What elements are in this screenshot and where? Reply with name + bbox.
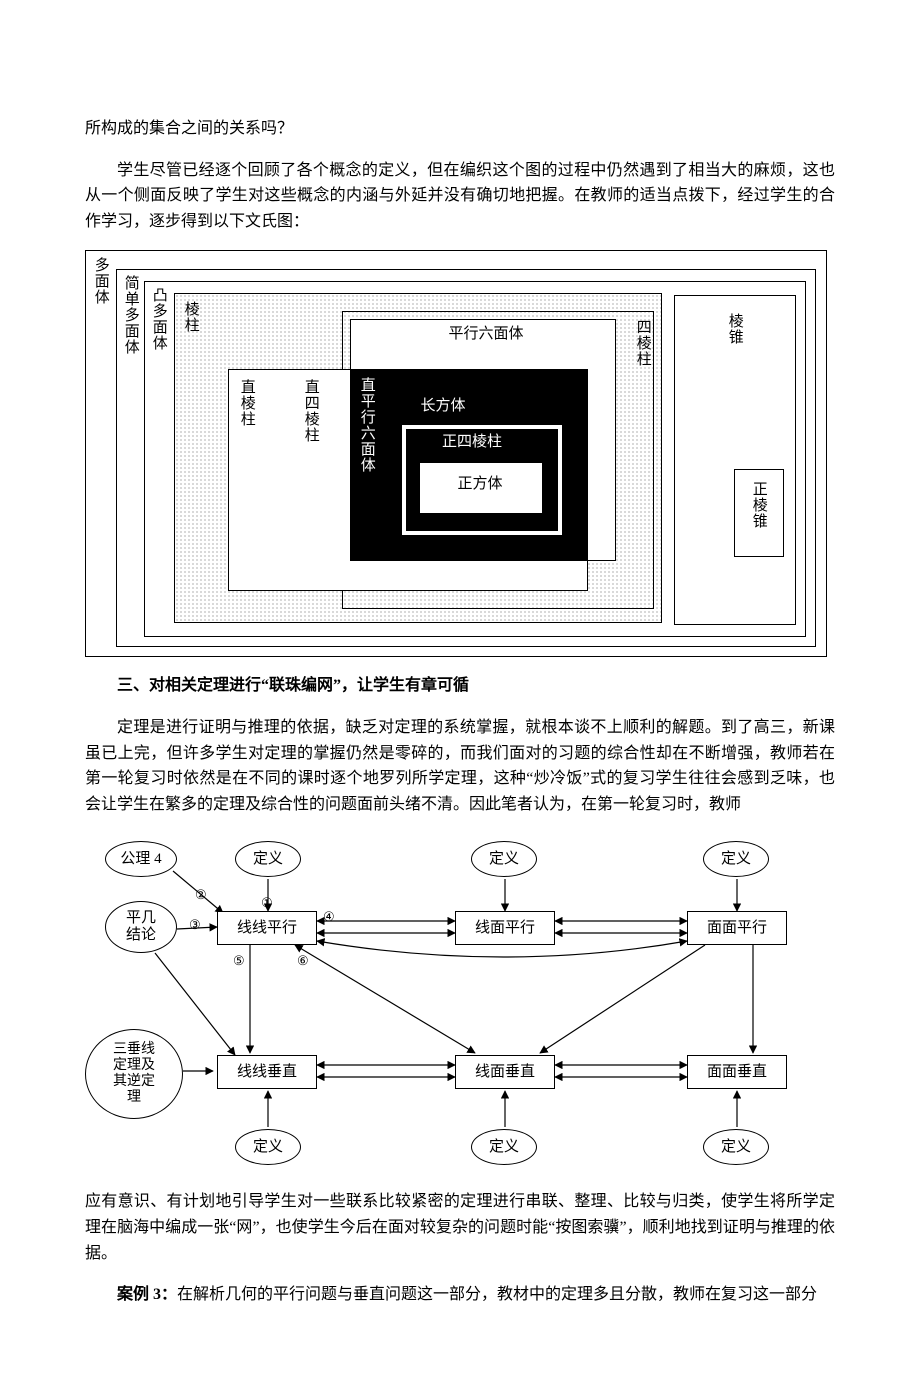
- venn-label-quad-prism: 四棱柱: [634, 319, 650, 367]
- venn-label-cube: 正方体: [430, 477, 530, 493]
- venn-label-right-quad-prism: 直四棱柱: [302, 379, 318, 443]
- node-def-3: 定义: [703, 841, 769, 877]
- venn-label-convex-polyhedron: 凸多面体: [150, 287, 166, 351]
- network-diagram: 公理 4 平几 结论 三垂线 定理及 其逆定 理 定义 定义 定义 定义 定义 …: [85, 833, 825, 1173]
- paragraph-3: 定理是进行证明与推理的依据，缺乏对定理的系统掌握，就根本谈不上顺利的解题。到了高…: [85, 715, 835, 817]
- venn-label-simple-polyhedron: 简单多面体: [122, 275, 138, 355]
- paragraph-1: 所构成的集合之间的关系吗？: [85, 116, 835, 142]
- venn-label-regular-quad-prism: 正四棱柱: [422, 435, 522, 451]
- node-line-plane-perp: 线面垂直: [455, 1055, 555, 1089]
- venn-label-prism: 棱柱: [182, 301, 198, 333]
- venn-label-right-parallelepiped: 直平行六面体: [358, 377, 374, 473]
- node-def-6: 定义: [703, 1129, 769, 1165]
- venn-label-pyramid: 棱锥: [726, 313, 742, 345]
- node-three-perp: 三垂线 定理及 其逆定 理: [85, 1029, 183, 1119]
- edge-num-3: ③: [189, 915, 201, 936]
- case-text: 在解析几何的平行问题与垂直问题这一部分，教材中的定理多且分散，教师在复习这一部分: [177, 1286, 817, 1303]
- edge-num-5: ⑤: [233, 951, 245, 972]
- venn-label-cuboid: 长方体: [408, 399, 478, 415]
- case-label: 案例 3：: [117, 1286, 177, 1303]
- node-plane-plane-parallel: 面面平行: [687, 911, 787, 945]
- node-line-line-perp: 线线垂直: [217, 1055, 317, 1089]
- edge-num-1: ①: [261, 893, 273, 914]
- heading-3: 三、对相关定理进行“联珠编网”，让学生有章可循: [85, 673, 835, 699]
- paragraph-4: 应有意识、有计划地引导学生对一些联系比较紧密的定理进行串联、整理、比较与归类，使…: [85, 1189, 835, 1266]
- venn-label-right-prism: 直棱柱: [238, 379, 254, 427]
- network-edges: [85, 833, 825, 1173]
- edge-num-6: ⑥: [297, 951, 309, 972]
- paragraph-2: 学生尽管已经逐个回顾了各个概念的定义，但在编织这个图的过程中仍然遇到了相当大的麻…: [85, 158, 835, 235]
- venn-label-parallelepiped: 平行六面体: [426, 327, 546, 343]
- venn-label-polyhedron: 多面体: [92, 257, 108, 305]
- node-line-line-parallel: 线线平行: [217, 911, 317, 945]
- node-def-4: 定义: [235, 1129, 301, 1165]
- node-plane-plane-perp: 面面垂直: [687, 1055, 787, 1089]
- node-axiom4: 公理 4: [105, 841, 177, 877]
- node-def-1: 定义: [235, 841, 301, 877]
- node-def-2: 定义: [471, 841, 537, 877]
- venn-diagram: 多面体 简单多面体 凸多面体 棱柱 四棱柱 平行六面体 直棱柱 直四棱柱 直平行…: [85, 250, 827, 657]
- node-line-plane-parallel: 线面平行: [455, 911, 555, 945]
- paragraph-5: 案例 3：在解析几何的平行问题与垂直问题这一部分，教材中的定理多且分散，教师在复…: [85, 1282, 835, 1308]
- node-plane-geom: 平几 结论: [105, 901, 177, 953]
- venn-label-regular-pyramid: 正棱锥: [750, 481, 766, 529]
- edge-num-2: ②: [195, 885, 207, 906]
- node-def-5: 定义: [471, 1129, 537, 1165]
- document-page: 所构成的集合之间的关系吗？ 学生尽管已经逐个回顾了各个概念的定义，但在编织这个图…: [0, 0, 920, 1384]
- edge-num-4: ④: [323, 907, 335, 928]
